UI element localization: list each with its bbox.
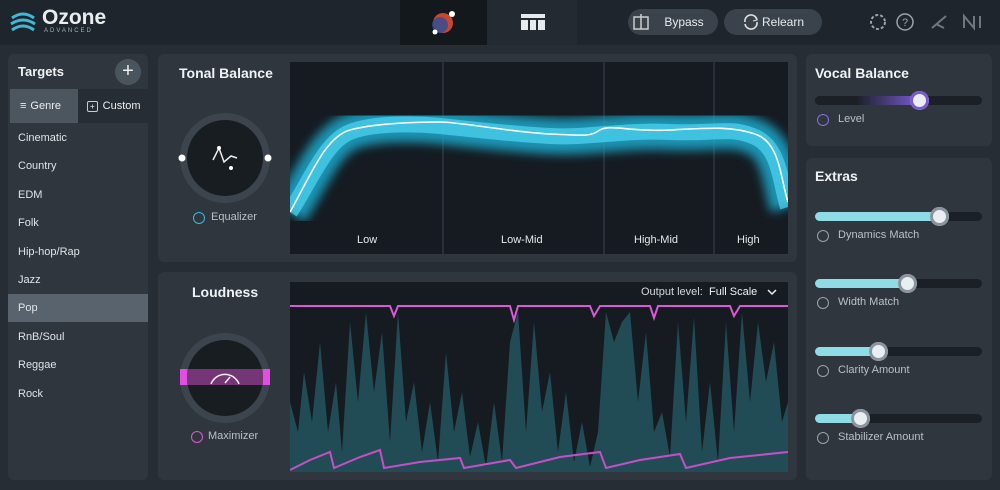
slider-fill xyxy=(815,279,907,288)
slider-label: Width Match xyxy=(838,296,900,308)
relearn-label: Relearn xyxy=(761,15,805,29)
genre-tab-label: ≡ Genre xyxy=(20,100,61,112)
bypass-label: Bypass xyxy=(664,15,704,29)
extras-panel xyxy=(806,158,992,480)
equalizer-icon xyxy=(193,212,205,224)
logo-text: Ozone xyxy=(42,6,107,29)
bypass-button[interactable]: Bypass xyxy=(628,9,718,35)
band-label: High-Mid xyxy=(634,234,679,246)
slider-icon xyxy=(817,230,829,242)
logo-icon xyxy=(10,12,36,32)
svg-text:?: ? xyxy=(902,17,908,29)
slider-thumb[interactable] xyxy=(897,274,917,293)
genre-item[interactable]: Folk xyxy=(18,217,39,230)
slider-thumb[interactable] xyxy=(929,207,949,226)
band-label: Low xyxy=(357,234,378,246)
genre-item[interactable]: Pop xyxy=(8,294,148,323)
slider-fill xyxy=(815,414,861,423)
extras-title: Extras xyxy=(815,168,858,184)
output-level-label: Output level: xyxy=(641,286,703,298)
band-label: Low-Mid xyxy=(501,234,543,246)
output-level-chevron[interactable] xyxy=(766,286,778,298)
slider-label: Stabilizer Amount xyxy=(838,431,924,443)
genre-item[interactable]: Jazz xyxy=(18,274,41,286)
targets-panel xyxy=(8,54,148,480)
tonal-balance-title: Tonal Balance xyxy=(179,65,273,81)
assistant-icon xyxy=(432,11,455,35)
slider-track[interactable] xyxy=(815,207,982,226)
genre-item[interactable]: Rock xyxy=(18,387,44,400)
equalizer-label: Equalizer xyxy=(211,211,257,223)
add-target-button[interactable]: + xyxy=(115,59,141,85)
genre-item[interactable]: Reggae xyxy=(18,359,57,372)
slider-fill xyxy=(815,347,879,356)
loudness-graph xyxy=(290,282,788,472)
genre-item[interactable]: RnB/Soul xyxy=(18,330,65,343)
equalizer-knob[interactable] xyxy=(175,108,275,208)
custom-tab-label: + Custom xyxy=(87,100,141,112)
genre-item[interactable]: Hip-hop/Rap xyxy=(18,245,80,258)
loudness-title: Loudness xyxy=(192,284,259,300)
genre-tab[interactable] xyxy=(10,89,78,123)
vocal-balance-title: Vocal Balance xyxy=(815,65,909,81)
bypass-icon xyxy=(633,14,649,30)
slider-track[interactable] xyxy=(815,409,982,428)
band-label: High xyxy=(737,234,760,246)
targets-title: Targets xyxy=(18,64,64,79)
slider-fill xyxy=(815,96,919,105)
maximizer-knob[interactable] xyxy=(175,328,275,428)
slider-icon xyxy=(817,432,829,444)
slider-label: Clarity Amount xyxy=(838,364,910,376)
header-icons: ? xyxy=(870,13,981,31)
slider-track[interactable] xyxy=(815,91,982,110)
slider-icon xyxy=(817,297,829,309)
slider-track[interactable] xyxy=(815,342,982,361)
maximizer-label: Maximizer xyxy=(208,430,259,442)
custom-tab[interactable] xyxy=(78,89,148,123)
slider-thumb[interactable] xyxy=(909,91,929,110)
slider-track[interactable] xyxy=(815,274,982,293)
maximizer-icon xyxy=(191,431,203,443)
genre-tab-text: Genre xyxy=(30,100,61,112)
genre-item[interactable]: Country xyxy=(18,160,57,173)
relearn-button[interactable]: Relearn xyxy=(724,9,822,35)
genre-item[interactable]: Cinematic xyxy=(18,132,67,144)
output-level-value[interactable]: Full Scale xyxy=(709,286,758,298)
slider-label: Dynamics Match xyxy=(838,229,920,241)
slider-thumb[interactable] xyxy=(851,409,871,428)
slider-thumb[interactable] xyxy=(869,342,889,361)
slider-label: Level xyxy=(838,113,865,125)
modules-icon xyxy=(521,14,545,30)
edition: ADVANCED xyxy=(44,28,93,34)
slider-fill xyxy=(815,212,939,221)
tonal-balance-graph xyxy=(290,62,788,254)
slider-icon xyxy=(817,365,829,377)
relearn-icon xyxy=(744,14,758,30)
custom-tab-text: Custom xyxy=(102,100,141,112)
slider-icon xyxy=(817,114,829,126)
genre-item[interactable]: EDM xyxy=(18,188,43,201)
